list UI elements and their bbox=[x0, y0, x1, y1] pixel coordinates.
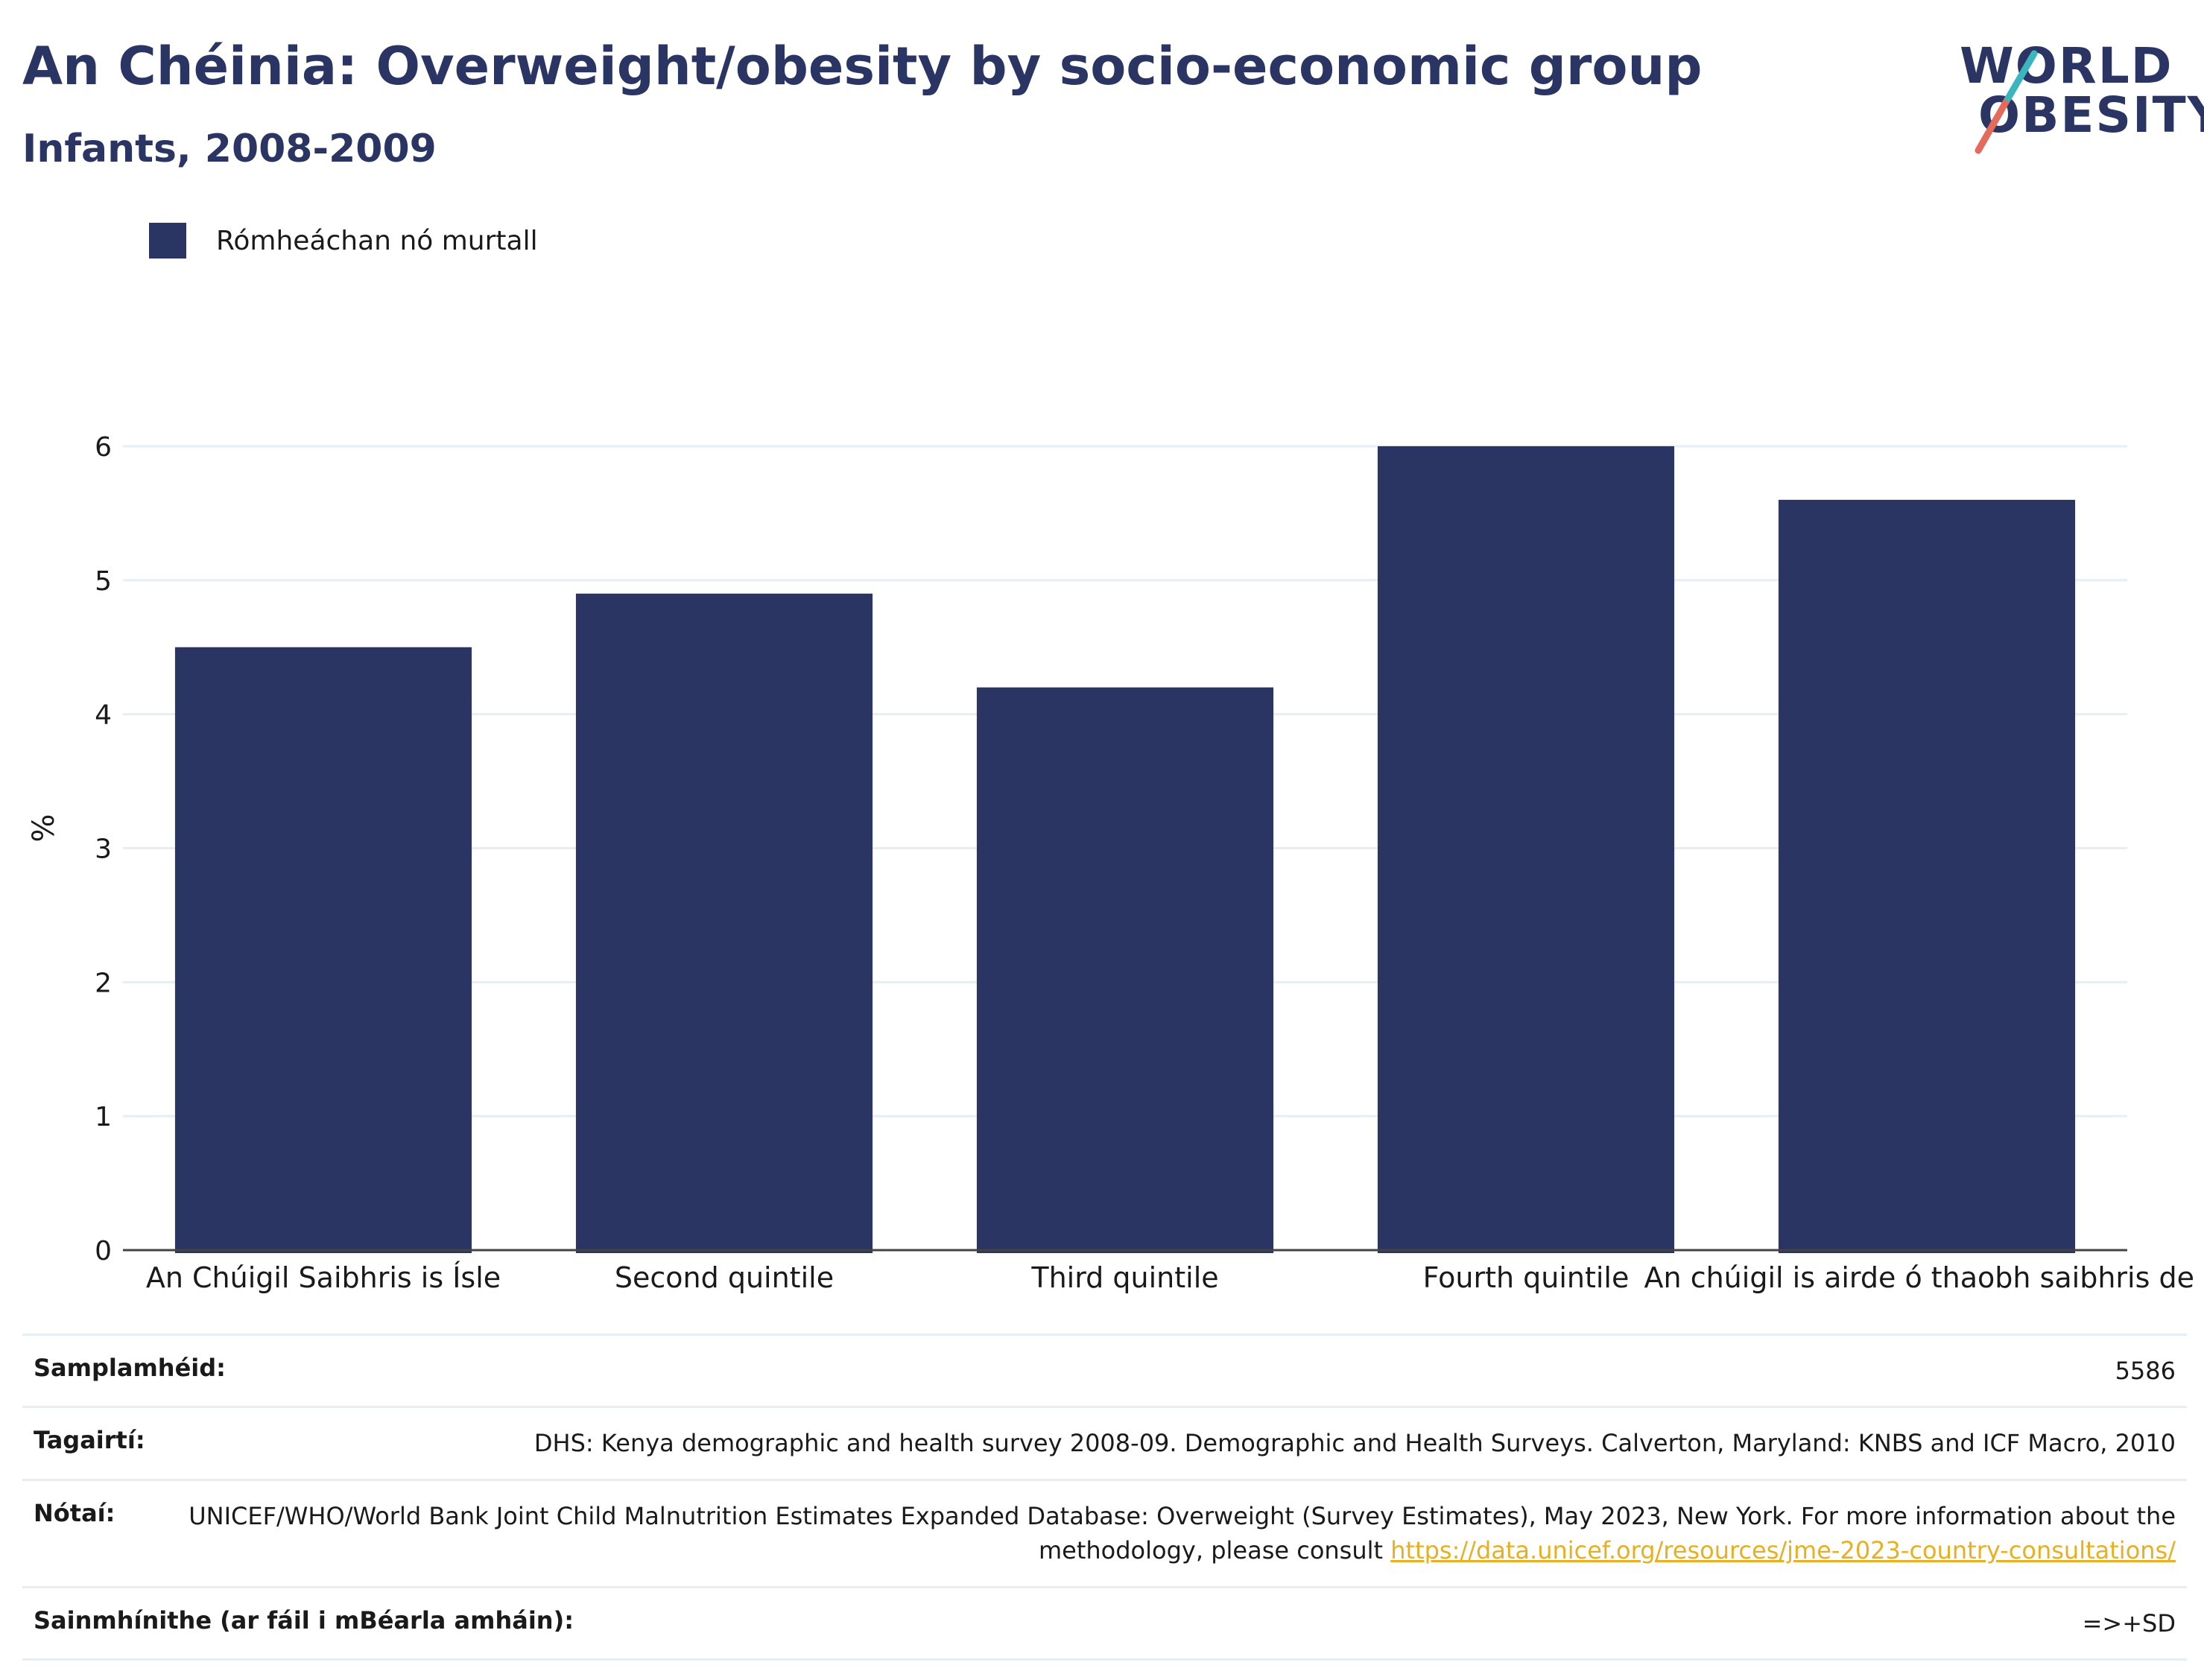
notes-value-wrap: UNICEF/WHO/World Bank Joint Child Malnut… bbox=[159, 1499, 2176, 1568]
sample-size-row: Samplamhéid: 5586 bbox=[22, 1334, 2187, 1406]
sample-size-label: Samplamhéid: bbox=[34, 1354, 226, 1382]
legend-label: Rómheáchan nó murtall bbox=[216, 225, 538, 256]
x-tick-label: An Chúigil Saibhris is Ísle bbox=[146, 1261, 501, 1294]
chart-title: An Chéinia: Overweight/obesity by socio-… bbox=[22, 36, 1703, 97]
y-tick-label: 3 bbox=[95, 834, 112, 864]
sample-size-value: 5586 bbox=[2115, 1357, 2176, 1385]
bar bbox=[174, 647, 472, 1253]
x-tick-label: Second quintile bbox=[615, 1261, 834, 1294]
y-tick-label: 2 bbox=[95, 968, 112, 998]
references-label: Tagairtí: bbox=[34, 1426, 145, 1455]
references-row: Tagairtí: DHS: Kenya demographic and hea… bbox=[22, 1406, 2187, 1478]
bar bbox=[575, 593, 873, 1253]
x-tick-label: An chúigil is airde ó thaobh saibhris de bbox=[1644, 1261, 2194, 1294]
notes-value: UNICEF/WHO/World Bank Joint Child Malnut… bbox=[189, 1501, 2176, 1565]
y-tick-label: 0 bbox=[95, 1236, 112, 1267]
y-tick-label: 5 bbox=[95, 566, 112, 597]
y-tick-label: 6 bbox=[95, 432, 112, 463]
info-table: Samplamhéid: 5586 Tagairtí: DHS: Kenya d… bbox=[22, 1334, 2187, 1661]
methodology-link[interactable]: https://data.unicef.org/resources/jme-20… bbox=[1390, 1536, 2176, 1565]
definitions-label: Sainmhínithe (ar fáil i mBéarla amháin): bbox=[34, 1605, 574, 1635]
logo-slash-icon bbox=[1975, 50, 2038, 154]
logo-line1: WORLD bbox=[1960, 37, 2173, 95]
definitions-value: =>+SD bbox=[2082, 1608, 2176, 1638]
x-tick-label: Fourth quintile bbox=[1423, 1261, 1630, 1294]
notes-row: Nótaí: UNICEF/WHO/World Bank Joint Child… bbox=[22, 1478, 2187, 1586]
y-tick-label: 4 bbox=[95, 700, 112, 731]
x-tick-label: Third quintile bbox=[1030, 1261, 1218, 1294]
chart-subtitle: Infants, 2008-2009 bbox=[22, 127, 437, 171]
world-obesity-logo: WORLD OBESITY bbox=[1945, 30, 2204, 156]
y-axis-label: % bbox=[27, 814, 61, 842]
references-value: DHS: Kenya demographic and health survey… bbox=[533, 1429, 2176, 1458]
bar bbox=[976, 687, 1274, 1253]
chart-legend: Rómheáchan nó murtall bbox=[149, 222, 538, 259]
bar bbox=[1778, 499, 2076, 1253]
definitions-row: Sainmhínithe (ar fáil i mBéarla amháin):… bbox=[22, 1585, 2187, 1661]
bar-chart: 0 1 2 3 4 5 6% An Chúigil Saibhris is Ísle Secon… bbox=[27, 432, 2194, 1294]
y-tick-label: 1 bbox=[95, 1102, 112, 1132]
logo-line2: OBESITY bbox=[1978, 86, 2204, 144]
bar bbox=[1377, 446, 1675, 1253]
legend-swatch bbox=[149, 223, 186, 259]
notes-label: Nótaí: bbox=[34, 1498, 115, 1527]
